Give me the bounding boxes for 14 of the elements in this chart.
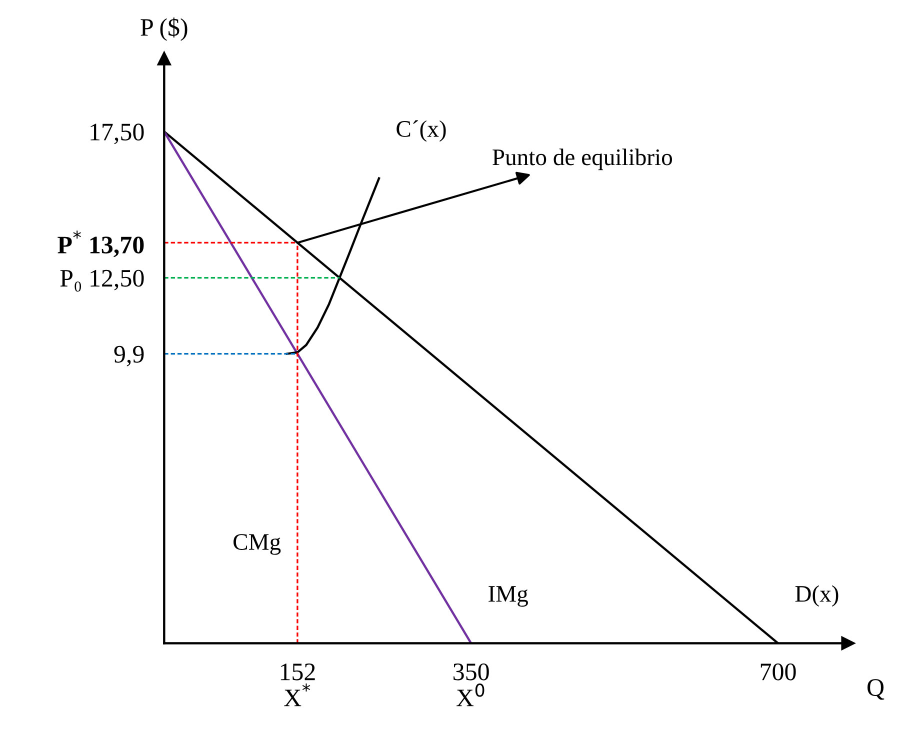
series-label: C´(x) (396, 120, 446, 142)
x-tick-label: 152 X$^{*}$ (280, 664, 315, 706)
y-tick-label: 17,50 (90, 124, 144, 144)
annotation: CMg (234, 534, 281, 555)
y-axis-title: P ($) (140, 18, 188, 41)
x-axis-title: Q (868, 679, 884, 700)
annotation: Punto de equilibrio (492, 148, 672, 170)
y-tick-label: 9,9 (114, 346, 144, 366)
x-tick-label: 700 (760, 663, 796, 680)
y-tick-label: P$^{*}$ 13,70 (58, 230, 144, 258)
series-label: D(x) (795, 585, 838, 607)
series-label: IMg (488, 586, 528, 607)
x-tick-label: 350 X$^{0}$ (454, 663, 489, 706)
y-tick-label: P₀ 12,50 (60, 270, 144, 292)
